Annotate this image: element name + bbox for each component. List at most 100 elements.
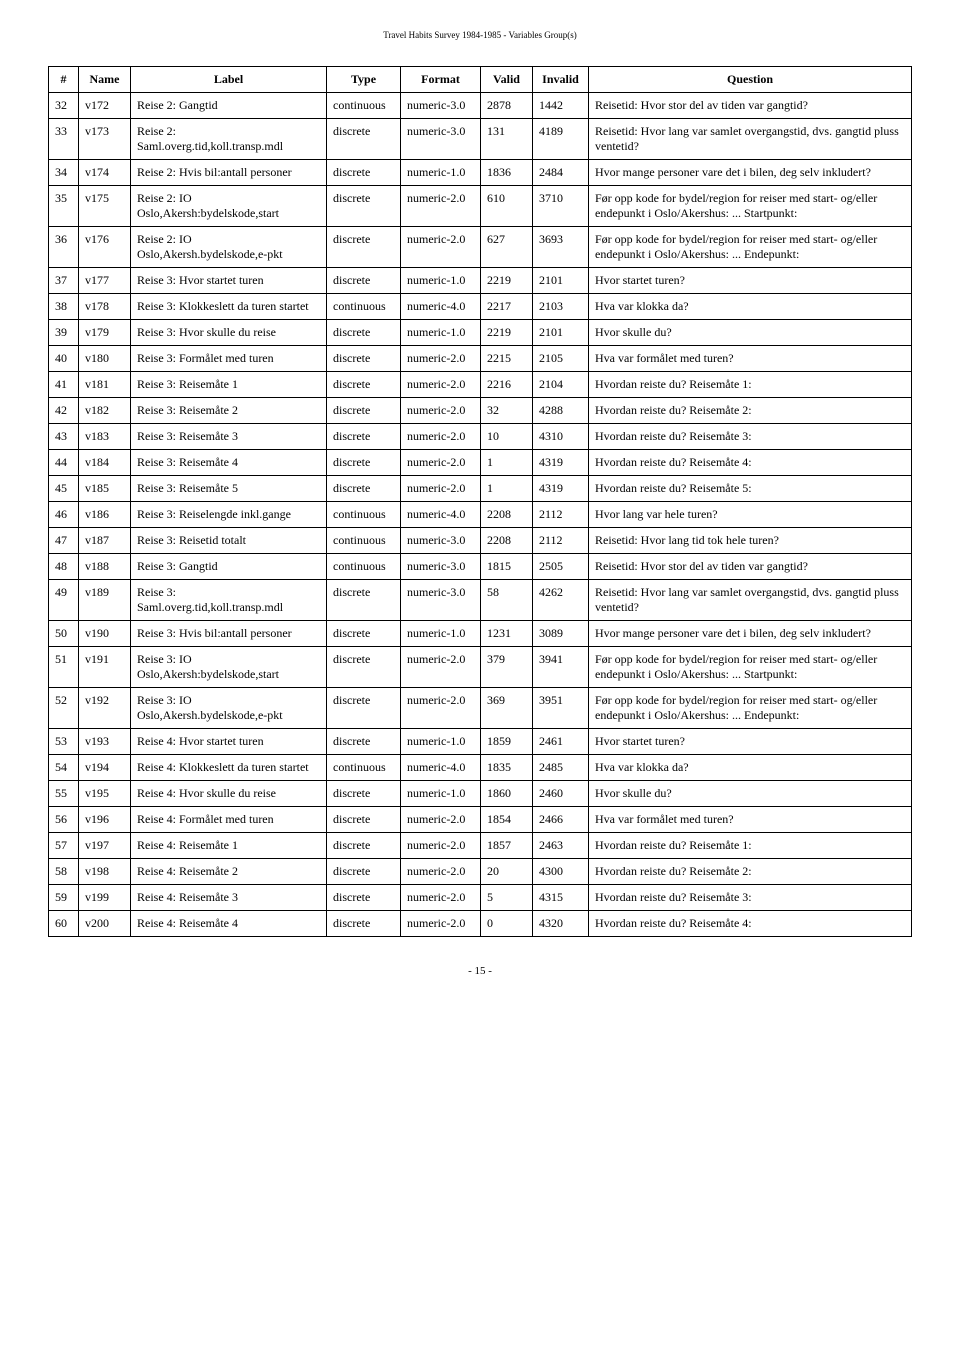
table-cell: continuous [327,528,401,554]
table-row: 32v172Reise 2: Gangtidcontinuousnumeric-… [49,93,912,119]
table-cell: numeric-2.0 [401,186,481,227]
table-cell: 2484 [533,160,589,186]
variables-table: # Name Label Type Format Valid Invalid Q… [48,66,912,937]
table-row: 40v180Reise 3: Formålet med turendiscret… [49,346,912,372]
table-cell: 2219 [481,268,533,294]
table-cell: 2461 [533,729,589,755]
table-cell: Hvordan reiste du? Reisemåte 3: [589,424,912,450]
table-cell: v188 [79,554,131,580]
table-cell: 3089 [533,621,589,647]
table-cell: 2208 [481,528,533,554]
table-cell: v191 [79,647,131,688]
table-row: 46v186Reise 3: Reiselengde inkl.gangecon… [49,502,912,528]
table-cell: discrete [327,688,401,729]
table-cell: Før opp kode for bydel/region for reiser… [589,688,912,729]
table-cell: v179 [79,320,131,346]
table-cell: Reise 2: IO Oslo,Akersh.bydelskode,e-pkt [131,227,327,268]
table-cell: continuous [327,294,401,320]
table-cell: numeric-3.0 [401,119,481,160]
table-cell: 2103 [533,294,589,320]
table-cell: 42 [49,398,79,424]
table-cell: numeric-2.0 [401,424,481,450]
table-cell: 4319 [533,450,589,476]
table-cell: v180 [79,346,131,372]
table-cell: numeric-1.0 [401,729,481,755]
table-cell: 32 [49,93,79,119]
table-row: 45v185Reise 3: Reisemåte 5discretenumeri… [49,476,912,502]
table-cell: 4300 [533,859,589,885]
col-question: Question [589,67,912,93]
table-row: 55v195Reise 4: Hvor skulle du reisediscr… [49,781,912,807]
table-cell: numeric-1.0 [401,160,481,186]
table-cell: numeric-3.0 [401,93,481,119]
table-cell: Reise 4: Hvor skulle du reise [131,781,327,807]
table-cell: 60 [49,911,79,937]
col-format: Format [401,67,481,93]
table-row: 56v196Reise 4: Formålet med turendiscret… [49,807,912,833]
table-cell: Reise 3: Reiselengde inkl.gange [131,502,327,528]
table-cell: v172 [79,93,131,119]
table-cell: v192 [79,688,131,729]
table-cell: 49 [49,580,79,621]
table-cell: 2219 [481,320,533,346]
table-cell: numeric-2.0 [401,227,481,268]
table-cell: Reise 4: Formålet med turen [131,807,327,833]
table-cell: Reise 3: Formålet med turen [131,346,327,372]
table-cell: 37 [49,268,79,294]
table-cell: numeric-2.0 [401,372,481,398]
table-cell: numeric-2.0 [401,885,481,911]
table-cell: discrete [327,621,401,647]
table-cell: 51 [49,647,79,688]
table-cell: 2217 [481,294,533,320]
table-cell: 2112 [533,528,589,554]
table-cell: discrete [327,729,401,755]
table-cell: v190 [79,621,131,647]
table-cell: 1857 [481,833,533,859]
table-cell: 0 [481,911,533,937]
table-row: 50v190Reise 3: Hvis bil:antall personerd… [49,621,912,647]
table-cell: 46 [49,502,79,528]
table-cell: v176 [79,227,131,268]
table-cell: 1859 [481,729,533,755]
table-cell: Hvor lang var hele turen? [589,502,912,528]
table-cell: v173 [79,119,131,160]
table-cell: 1442 [533,93,589,119]
table-cell: 2485 [533,755,589,781]
table-cell: Reise 3: Reisemåte 2 [131,398,327,424]
table-cell: 4262 [533,580,589,621]
table-cell: 1231 [481,621,533,647]
table-cell: 2463 [533,833,589,859]
table-cell: numeric-2.0 [401,911,481,937]
table-cell: v189 [79,580,131,621]
table-cell: 47 [49,528,79,554]
table-cell: discrete [327,119,401,160]
table-cell: discrete [327,372,401,398]
table-cell: 2215 [481,346,533,372]
table-cell: Reise 3: Reisemåte 5 [131,476,327,502]
table-header-row: # Name Label Type Format Valid Invalid Q… [49,67,912,93]
table-cell: 52 [49,688,79,729]
table-cell: numeric-3.0 [401,580,481,621]
table-cell: 41 [49,372,79,398]
table-cell: continuous [327,93,401,119]
table-cell: discrete [327,647,401,688]
table-cell: numeric-4.0 [401,755,481,781]
table-cell: Reisetid: Hvor stor del av tiden var gan… [589,93,912,119]
table-cell: v177 [79,268,131,294]
table-cell: 1815 [481,554,533,580]
table-cell: 2101 [533,320,589,346]
table-cell: Reise 4: Reisemåte 2 [131,859,327,885]
table-cell: 4310 [533,424,589,450]
table-cell: 610 [481,186,533,227]
table-cell: Reise 4: Hvor startet turen [131,729,327,755]
table-cell: 379 [481,647,533,688]
table-cell: 45 [49,476,79,502]
table-cell: 1836 [481,160,533,186]
table-cell: discrete [327,911,401,937]
table-cell: Før opp kode for bydel/region for reiser… [589,647,912,688]
table-cell: 5 [481,885,533,911]
table-row: 43v183Reise 3: Reisemåte 3discretenumeri… [49,424,912,450]
table-cell: 3710 [533,186,589,227]
table-cell: 1854 [481,807,533,833]
table-cell: 44 [49,450,79,476]
